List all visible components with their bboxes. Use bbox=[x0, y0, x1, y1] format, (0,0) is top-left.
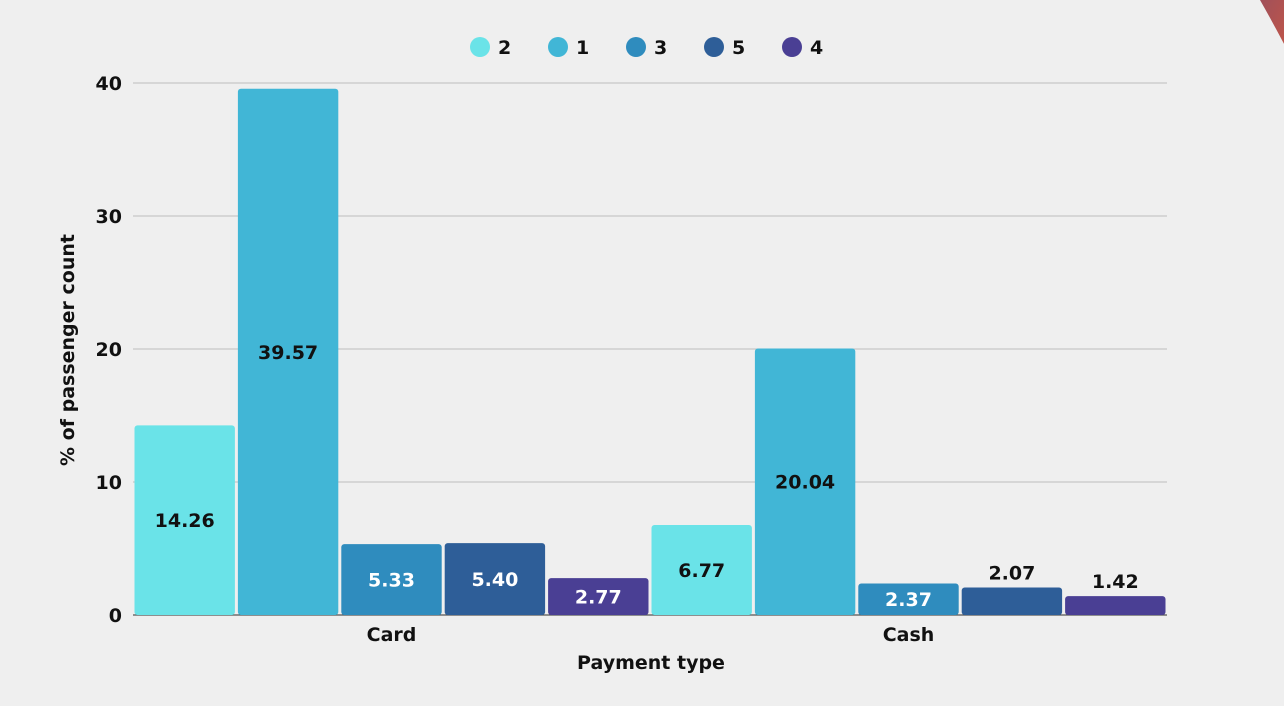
bar bbox=[961, 587, 1063, 615]
x-axis-ticks: Card Cash bbox=[367, 624, 935, 646]
legend-label: 3 bbox=[654, 37, 667, 59]
bar-value-label: 39.57 bbox=[258, 342, 318, 364]
legend: 2 1 3 5 4 bbox=[470, 37, 823, 59]
bar bbox=[651, 524, 752, 615]
bar bbox=[858, 583, 959, 615]
bar bbox=[341, 544, 442, 615]
bar-value-label: 14.26 bbox=[155, 510, 215, 532]
legend-swatch bbox=[470, 37, 490, 57]
legend-swatch bbox=[626, 37, 646, 57]
legend-item: 3 bbox=[626, 37, 667, 59]
legend-swatch bbox=[782, 37, 802, 57]
x-axis-label: Payment type bbox=[577, 652, 725, 674]
y-tick-label: 40 bbox=[96, 73, 122, 95]
y-tick-label: 10 bbox=[96, 472, 122, 494]
legend-label: 1 bbox=[576, 37, 589, 59]
y-tick-label: 20 bbox=[96, 339, 122, 361]
bar bbox=[444, 543, 546, 615]
bar-value-label: 5.33 bbox=[368, 570, 415, 592]
legend-label: 5 bbox=[732, 37, 745, 59]
legend-label: 2 bbox=[498, 37, 511, 59]
bar-value-label: 2.07 bbox=[988, 562, 1035, 584]
y-axis-label: % of passenger count bbox=[57, 234, 79, 466]
legend-swatch bbox=[704, 37, 724, 57]
bar bbox=[754, 348, 856, 615]
legend-item: 5 bbox=[704, 37, 745, 59]
bar-value-label: 2.37 bbox=[885, 589, 932, 611]
legend-item: 1 bbox=[548, 37, 589, 59]
bar-value-label: 2.77 bbox=[575, 587, 622, 609]
y-axis-ticks: 0 10 20 30 40 bbox=[96, 73, 122, 627]
bar-value-label: 5.40 bbox=[471, 569, 518, 591]
bar-value-label: 20.04 bbox=[775, 472, 835, 494]
x-tick-label: Card bbox=[367, 624, 417, 646]
legend-item: 2 bbox=[470, 37, 511, 59]
bar-value-label: 1.42 bbox=[1092, 571, 1139, 593]
bar bbox=[134, 425, 235, 615]
bar bbox=[237, 88, 339, 616]
legend-item: 4 bbox=[782, 37, 823, 59]
legend-swatch bbox=[548, 37, 568, 57]
bar-value-label: 6.77 bbox=[678, 560, 725, 582]
y-tick-label: 30 bbox=[96, 206, 122, 228]
legend-label: 4 bbox=[810, 37, 823, 59]
y-tick-label: 0 bbox=[109, 605, 122, 627]
bar bbox=[548, 578, 649, 615]
bars: 14.26 39.57 5.33 5.40 2.77 6.77 20.04 2.37 2.07 1… bbox=[134, 88, 1166, 616]
bar bbox=[1065, 596, 1166, 615]
x-tick-label: Cash bbox=[883, 624, 935, 646]
decorative-corner-shape bbox=[1260, 0, 1284, 44]
